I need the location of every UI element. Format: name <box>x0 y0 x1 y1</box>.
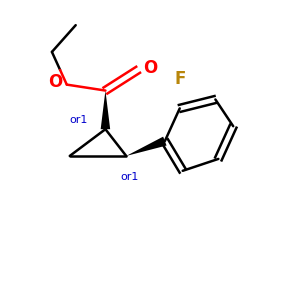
Text: or1: or1 <box>120 172 138 182</box>
Text: F: F <box>174 70 185 88</box>
Polygon shape <box>101 91 110 129</box>
Text: or1: or1 <box>70 115 88 125</box>
Polygon shape <box>126 136 166 156</box>
Text: O: O <box>143 59 157 77</box>
Text: O: O <box>48 73 62 91</box>
